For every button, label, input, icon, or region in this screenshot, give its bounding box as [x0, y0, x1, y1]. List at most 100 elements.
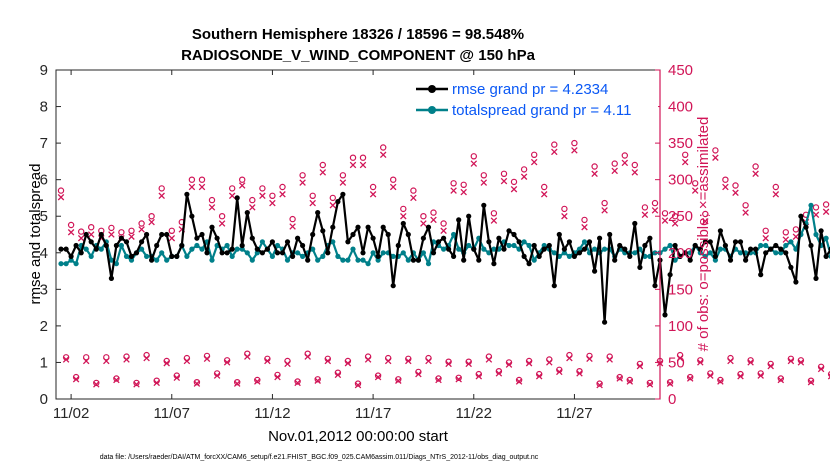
obs-possible-point	[480, 172, 487, 179]
totalspread-point	[259, 239, 265, 245]
obs-assimilated-point	[223, 359, 231, 366]
obs-assimilated-point	[289, 223, 296, 230]
obs-assimilated-point	[812, 211, 820, 219]
totalspread-point	[209, 257, 215, 263]
obs-assimilated-point	[601, 207, 608, 214]
obs-assimilated-point	[445, 360, 452, 368]
totalspread-point	[98, 246, 104, 252]
obs-assimilated-point	[410, 194, 417, 202]
totalspread-point	[224, 242, 230, 249]
totalspread-point	[164, 257, 170, 263]
obs-assimilated-point	[279, 191, 286, 198]
obs-possible-point	[692, 180, 699, 187]
obs-assimilated-point	[490, 217, 498, 224]
rmse-point	[415, 257, 421, 263]
rmse-point	[350, 231, 356, 238]
y-right-tick-label: 150	[668, 281, 693, 298]
rmse-point	[164, 231, 170, 238]
obs-assimilated-point	[244, 353, 251, 360]
obs-assimilated-point	[435, 376, 442, 384]
y-right-tick-label: 250	[668, 208, 693, 225]
y-left-tick-label: 4	[40, 245, 48, 262]
legend-rmse-label: rmse grand pr = 4.2334	[452, 81, 608, 98]
rmse-point	[113, 242, 119, 249]
obs-assimilated-point	[515, 378, 523, 385]
obs-assimilated-point	[470, 160, 478, 167]
obs-possible-point	[369, 183, 377, 191]
rmse-point	[441, 235, 447, 241]
totalspread-point	[184, 253, 190, 259]
obs-possible-point	[500, 170, 508, 177]
y-left-tick-label: 5	[40, 208, 48, 225]
rmse-point	[68, 253, 74, 259]
rmse-point	[566, 239, 573, 245]
totalspread-point	[405, 257, 411, 263]
rmse-point	[310, 231, 316, 238]
obs-possible-point	[82, 354, 90, 361]
rmse-point	[637, 264, 643, 270]
totalspread-point	[712, 257, 719, 263]
obs-possible-point	[390, 176, 397, 183]
x-tick-label: 11/22	[456, 405, 492, 422]
obs-possible-point	[238, 176, 246, 183]
rmse-point	[305, 257, 311, 263]
obs-assimilated-point	[762, 234, 769, 242]
obs-assimilated-point	[551, 148, 558, 156]
rmse-point	[546, 242, 552, 249]
obs-possible-point	[93, 379, 100, 387]
totalspread-point	[108, 257, 114, 263]
totalspread-point	[808, 202, 814, 208]
rmse-point	[446, 246, 452, 252]
totalspread-point	[400, 250, 406, 256]
rmse-point	[93, 246, 99, 252]
obs-assimilated-point	[108, 231, 115, 238]
rmse-point	[88, 239, 94, 245]
obs-assimilated-point	[415, 370, 422, 378]
obs-assimilated-point	[405, 357, 412, 365]
rmse-point	[330, 224, 336, 230]
rmse-point	[73, 242, 79, 249]
obs-assimilated-point	[651, 207, 659, 214]
obs-possible-point	[349, 154, 357, 161]
totalspread-point	[370, 250, 376, 256]
totalspread-point	[254, 250, 260, 256]
y-left-tick-label: 3	[40, 281, 48, 298]
obs-assimilated-point	[646, 381, 654, 388]
totalspread-point	[778, 250, 784, 256]
obs-assimilated-point	[747, 359, 754, 366]
rmse-point	[189, 213, 195, 219]
totalspread-point	[375, 257, 381, 263]
legend: rmse grand pr = 4.2334 totalspread grand…	[412, 78, 658, 122]
rmse-point	[385, 231, 391, 238]
y-left-tick-label: 1	[40, 354, 48, 371]
rmse-point	[405, 231, 411, 238]
obs-possible-point	[133, 379, 140, 387]
chart-title-line-1: Southern Hemisphere 18326 / 18596 = 98.5…	[192, 26, 524, 43]
rmse-point	[652, 283, 658, 289]
obs-assimilated-point	[621, 159, 629, 167]
legend-rmse-marker	[428, 85, 436, 93]
obs-possible-point	[561, 205, 568, 213]
rmse-point	[335, 199, 341, 205]
y-axis-right-label: # of obs: o=possible; ×=assimilated	[695, 117, 712, 352]
rmse-point	[451, 253, 457, 259]
rmse-point	[581, 246, 588, 252]
obs-possible-point	[329, 194, 336, 202]
totalspread-point	[526, 242, 532, 249]
obs-assimilated-point	[213, 372, 221, 379]
obs-assimilated-point	[329, 202, 337, 209]
totalspread-point	[199, 246, 205, 252]
obs-possible-point	[812, 204, 820, 211]
rmse-point	[103, 242, 109, 249]
obs-assimilated-point	[616, 375, 623, 382]
rmse-point	[687, 257, 693, 263]
obs-possible-point	[103, 354, 110, 361]
rmse-point	[234, 195, 240, 201]
obs-assimilated-point	[168, 234, 176, 242]
obs-assimilated-point	[686, 375, 694, 382]
rmse-point	[264, 246, 270, 252]
y-right-tick-label: 350	[668, 135, 693, 152]
totalspread-point	[113, 261, 119, 267]
totalspread-point	[123, 253, 130, 259]
obs-possible-point	[510, 178, 518, 186]
